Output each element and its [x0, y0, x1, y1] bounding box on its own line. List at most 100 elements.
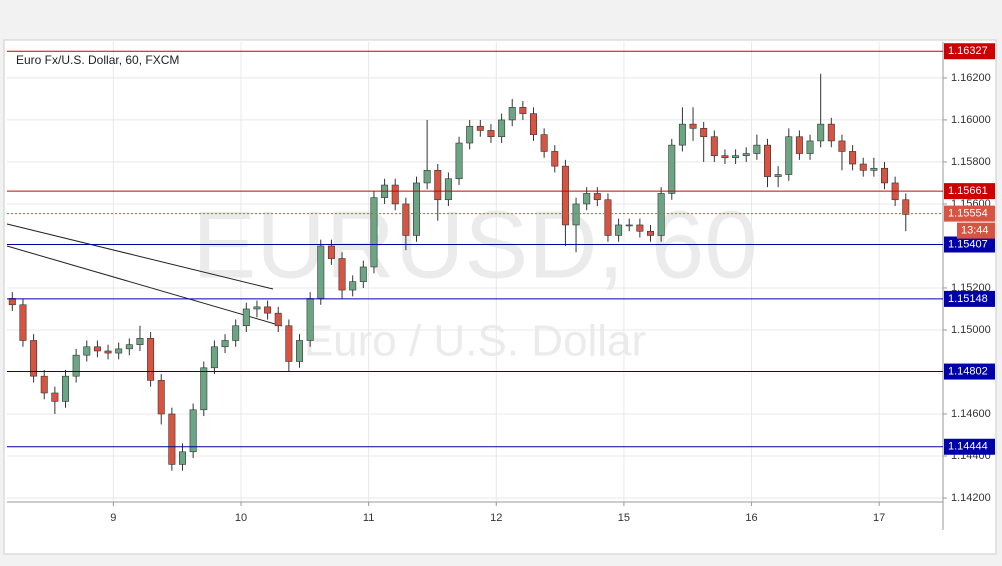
candle-body: [104, 350, 112, 354]
candle-body: [487, 130, 495, 138]
candle-body: [519, 107, 527, 114]
candle-body: [817, 123, 825, 142]
candle-body: [274, 312, 282, 327]
candle-body: [668, 144, 676, 194]
candle-body: [423, 170, 431, 184]
candle-body: [264, 306, 272, 314]
level-label: 1.15148: [948, 293, 988, 305]
candle-body: [785, 136, 793, 175]
y-tick-label: 1.16000: [951, 114, 991, 126]
candle-body: [157, 380, 165, 415]
candle-body: [476, 125, 484, 131]
candle-body: [83, 346, 91, 356]
candle-body: [498, 119, 506, 138]
candle-body: [413, 182, 420, 236]
level-label: 1.15661: [948, 185, 988, 197]
candle-body: [689, 123, 697, 129]
candle-body: [806, 140, 814, 154]
x-tick-label: 17: [873, 512, 885, 524]
countdown-box: [957, 222, 995, 239]
candle-body: [40, 375, 48, 394]
candle-body: [434, 170, 442, 201]
candle-body: [625, 224, 633, 227]
candle-body: [136, 338, 144, 345]
candle-body: [179, 451, 186, 465]
level-label-box: [944, 290, 995, 307]
candle-body: [593, 193, 601, 201]
candle-body: [572, 203, 580, 226]
x-tick-label: 15: [618, 512, 630, 524]
level-label-box: [944, 43, 995, 60]
candle-body: [647, 230, 654, 236]
x-tick-label: 12: [490, 512, 502, 524]
level-label-box: [944, 236, 995, 253]
candle-body: [285, 325, 293, 362]
candle-body: [604, 199, 612, 236]
candle-body: [253, 306, 261, 310]
candle-body: [296, 340, 303, 362]
candle-body: [849, 151, 857, 165]
candle-body: [402, 203, 410, 236]
candle-body: [700, 128, 708, 138]
candle-body: [732, 155, 740, 159]
y-tick-label: 1.16200: [951, 72, 991, 84]
level-label: 1.14444: [948, 441, 988, 453]
candle-body: [466, 125, 474, 144]
candle-body: [72, 354, 80, 377]
candle-body: [8, 298, 16, 306]
level-label: 1.16327: [948, 45, 988, 57]
candle-body: [147, 338, 155, 381]
y-tick-label: 1.14200: [951, 492, 991, 504]
candle-body: [870, 167, 878, 171]
x-tick-label: 10: [235, 512, 247, 524]
candle-body: [125, 344, 133, 350]
candle-body: [19, 304, 27, 341]
last-price-box: [944, 205, 995, 222]
candle-body: [551, 151, 559, 167]
candle-body: [455, 142, 463, 180]
candle-body: [530, 113, 537, 135]
candle-body: [349, 281, 357, 291]
plot: [8, 73, 910, 471]
candle-body: [338, 258, 346, 291]
y-tick-label: 1.14600: [951, 408, 991, 420]
candle-body: [678, 123, 686, 146]
level-label-box: [944, 363, 995, 380]
candle-body: [657, 193, 665, 236]
candle-body: [721, 155, 729, 159]
countdown-label: 13:44: [961, 225, 989, 237]
candle-body: [200, 367, 208, 411]
x-tick-label: 9: [110, 512, 116, 524]
candle-body: [764, 144, 771, 177]
candle-body: [232, 325, 240, 341]
last-price-label: 1.15554: [948, 208, 988, 220]
level-label: 1.15407: [948, 238, 988, 250]
candle-body: [710, 136, 718, 156]
candle-body: [210, 346, 218, 369]
candle-body: [30, 340, 38, 377]
candle-body: [359, 266, 367, 282]
candle-body: [561, 165, 569, 226]
y-tick-label: 1.15800: [951, 156, 991, 168]
candle-body: [168, 413, 176, 465]
candle-body: [583, 193, 591, 205]
candle-body: [881, 167, 888, 184]
candle-body: [242, 308, 250, 327]
candle-body: [93, 346, 101, 352]
candle-body: [795, 136, 803, 154]
candle-body: [317, 245, 325, 299]
candle-body: [902, 199, 910, 215]
candle-body: [189, 409, 197, 453]
candle-body: [827, 123, 835, 142]
candle-body: [753, 144, 761, 154]
candle-body: [391, 184, 399, 205]
candle-body: [62, 375, 69, 402]
trendline: [6, 223, 274, 290]
candle-body: [859, 163, 867, 171]
candle-body: [838, 140, 846, 152]
candle-body: [774, 174, 782, 177]
x-tick-label: 11: [363, 512, 374, 524]
candle-body: [444, 178, 452, 201]
trendline: [6, 245, 283, 327]
